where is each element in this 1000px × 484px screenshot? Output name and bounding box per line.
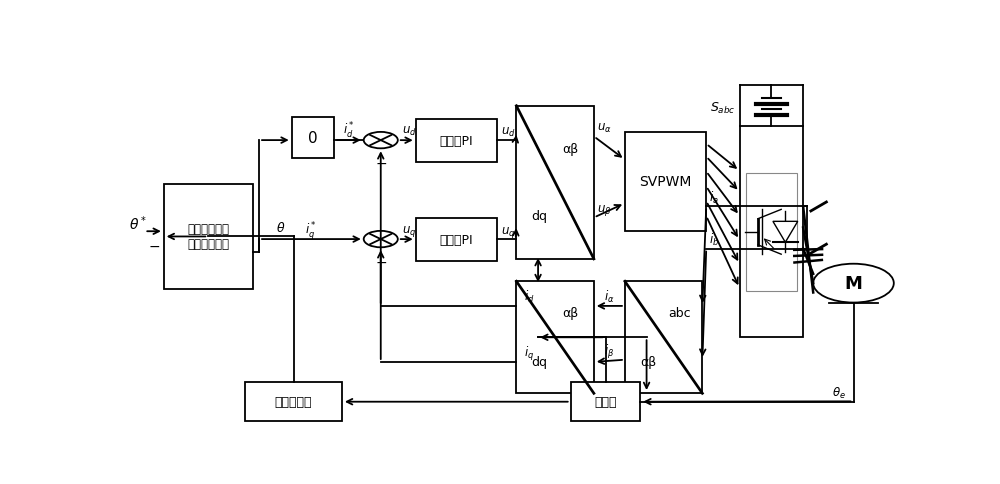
Text: 分数阶PI: 分数阶PI bbox=[440, 233, 473, 246]
Text: $i_b$: $i_b$ bbox=[709, 231, 719, 248]
Text: 电角度: 电角度 bbox=[594, 395, 617, 408]
Bar bbox=[625, 282, 702, 393]
Text: $-$: $-$ bbox=[148, 238, 161, 252]
Polygon shape bbox=[773, 222, 798, 243]
Text: $u_d$: $u_d$ bbox=[501, 126, 516, 139]
Text: $i_a$: $i_a$ bbox=[709, 189, 718, 206]
Text: $u_\alpha$: $u_\alpha$ bbox=[597, 121, 612, 135]
Bar bbox=[164, 185, 253, 289]
Text: 分数阶PI: 分数阶PI bbox=[440, 135, 473, 148]
Bar bbox=[245, 382, 342, 422]
Circle shape bbox=[813, 264, 894, 303]
Text: $-$: $-$ bbox=[375, 255, 387, 269]
Text: abc: abc bbox=[668, 306, 690, 319]
Bar bbox=[571, 382, 640, 422]
Text: $\theta^*$: $\theta^*$ bbox=[129, 214, 147, 233]
Circle shape bbox=[364, 133, 398, 149]
Bar bbox=[292, 118, 334, 159]
Text: $i_d^*$: $i_d^*$ bbox=[343, 120, 355, 140]
Bar bbox=[416, 120, 497, 163]
Text: $i_\beta$: $i_\beta$ bbox=[604, 342, 615, 360]
Bar bbox=[516, 106, 594, 259]
Bar bbox=[746, 173, 797, 291]
Text: $\theta_e$: $\theta_e$ bbox=[832, 385, 846, 400]
Text: $u_q$: $u_q$ bbox=[501, 225, 515, 240]
Text: αβ: αβ bbox=[640, 356, 656, 369]
Text: $u_d$: $u_d$ bbox=[402, 125, 416, 138]
Text: $i_\alpha$: $i_\alpha$ bbox=[604, 288, 615, 304]
Bar bbox=[516, 282, 594, 393]
Bar bbox=[625, 133, 706, 231]
Text: 0: 0 bbox=[308, 131, 318, 146]
Bar bbox=[416, 218, 497, 261]
Text: $S_{abc}$: $S_{abc}$ bbox=[710, 101, 736, 116]
Text: SVPWM: SVPWM bbox=[639, 175, 692, 189]
Text: M: M bbox=[845, 274, 862, 292]
Text: $-$: $-$ bbox=[375, 156, 387, 170]
Text: αβ: αβ bbox=[562, 143, 579, 156]
Text: $u_q$: $u_q$ bbox=[402, 224, 416, 239]
Text: $i_d$: $i_d$ bbox=[524, 288, 535, 304]
Text: 分数阶终端滑
模位置控制器: 分数阶终端滑 模位置控制器 bbox=[187, 223, 229, 251]
Text: αβ: αβ bbox=[562, 306, 579, 319]
Text: $u_\beta$: $u_\beta$ bbox=[597, 202, 611, 217]
Text: dq: dq bbox=[532, 210, 548, 223]
Text: $\theta$: $\theta$ bbox=[276, 220, 286, 234]
Bar bbox=[740, 127, 803, 338]
Text: 负载及传动: 负载及传动 bbox=[275, 395, 312, 408]
Text: $i_q$: $i_q$ bbox=[524, 344, 534, 363]
Circle shape bbox=[364, 231, 398, 248]
Text: dq: dq bbox=[532, 356, 548, 369]
Text: $i_q^*$: $i_q^*$ bbox=[305, 219, 317, 241]
